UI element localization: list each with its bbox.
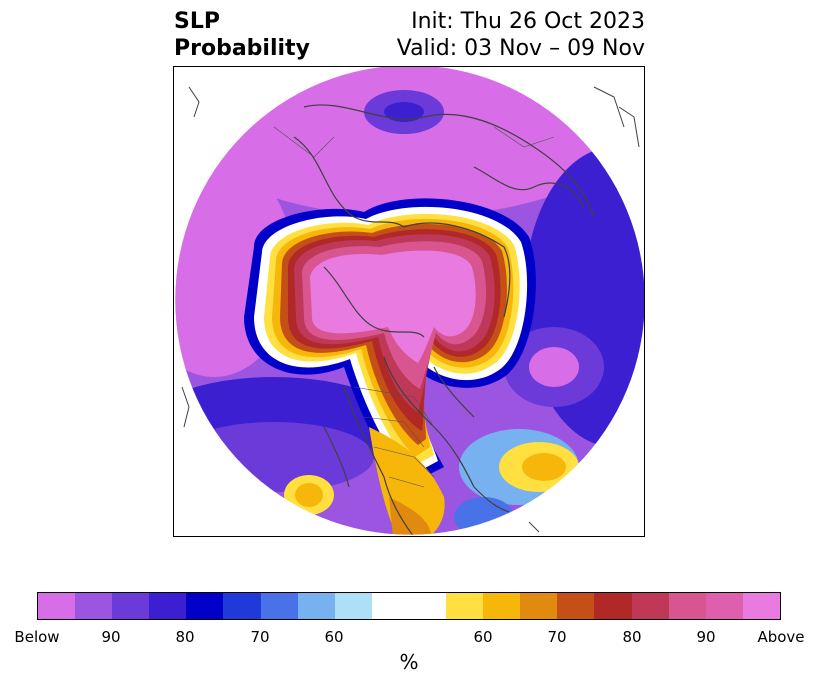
chart-title: SLP Probability bbox=[174, 8, 310, 62]
colorbar-above-segment-4 bbox=[594, 593, 632, 619]
colorbar-below-segment-0 bbox=[38, 593, 76, 619]
southern-plume bbox=[369, 427, 445, 535]
atlantic-blue bbox=[454, 497, 514, 535]
colorbar-tick-label: Below bbox=[14, 628, 60, 646]
colorbar-below-segment-1 bbox=[75, 593, 113, 619]
east-magenta-patch bbox=[529, 347, 579, 387]
colorbar-tick-label: Above bbox=[757, 628, 805, 646]
colorbar-above-segment-7 bbox=[705, 593, 743, 619]
colorbar-unit: % bbox=[399, 650, 419, 674]
title-product: Probability bbox=[174, 36, 310, 61]
pacific-orange bbox=[295, 483, 323, 507]
atlantic-orange bbox=[522, 453, 566, 481]
colorbar-above-segment-0 bbox=[446, 593, 484, 619]
colorbar-above-segment-5 bbox=[631, 593, 669, 619]
colorbar-above-segment-6 bbox=[668, 593, 706, 619]
blue-core-north bbox=[384, 102, 424, 122]
arctic-high-anomaly bbox=[244, 198, 536, 487]
colorbar-above-segment-3 bbox=[557, 593, 595, 619]
init-date: Init: Thu 26 Oct 2023 bbox=[411, 9, 645, 34]
corner-coastlines bbox=[181, 86, 640, 533]
valid-range: Valid: 03 Nov – 09 Nov bbox=[396, 36, 645, 61]
colorbar-tick-label: 80 bbox=[622, 628, 642, 646]
colorbar-below-segment-4 bbox=[186, 593, 224, 619]
colorbar-below-segment-5 bbox=[223, 593, 261, 619]
colorbar-above-segment-1 bbox=[483, 593, 521, 619]
borders bbox=[273, 126, 635, 488]
colorbar-tick-label: 60 bbox=[473, 628, 493, 646]
colorbar-below-segment-7 bbox=[297, 593, 335, 619]
colorbar-below-segment-6 bbox=[260, 593, 298, 619]
colorbar-below-segment-3 bbox=[149, 593, 187, 619]
colorbar-neutral-segment bbox=[371, 593, 447, 619]
colorbar-tick-label: 90 bbox=[101, 628, 121, 646]
colorbar-below-segment-8 bbox=[334, 593, 372, 619]
colorbar-tick-label: 70 bbox=[250, 628, 270, 646]
colorbar bbox=[37, 592, 781, 620]
title-variable: SLP bbox=[174, 9, 220, 34]
southwest-purple bbox=[175, 422, 374, 492]
polar-map-svg bbox=[174, 67, 644, 536]
chart-dates: Init: Thu 26 Oct 2023 Valid: 03 Nov – 09… bbox=[397, 8, 645, 62]
colorbar-tick-label: 80 bbox=[175, 628, 195, 646]
probability-map bbox=[173, 66, 645, 537]
colorbar-tick-label: 70 bbox=[547, 628, 567, 646]
colorbar-tick-label: 60 bbox=[324, 628, 344, 646]
colorbar-tick-label: 90 bbox=[696, 628, 716, 646]
colorbar-above-segment-8 bbox=[742, 593, 780, 619]
colorbar-below-segment-2 bbox=[112, 593, 150, 619]
colorbar-above-segment-2 bbox=[520, 593, 558, 619]
